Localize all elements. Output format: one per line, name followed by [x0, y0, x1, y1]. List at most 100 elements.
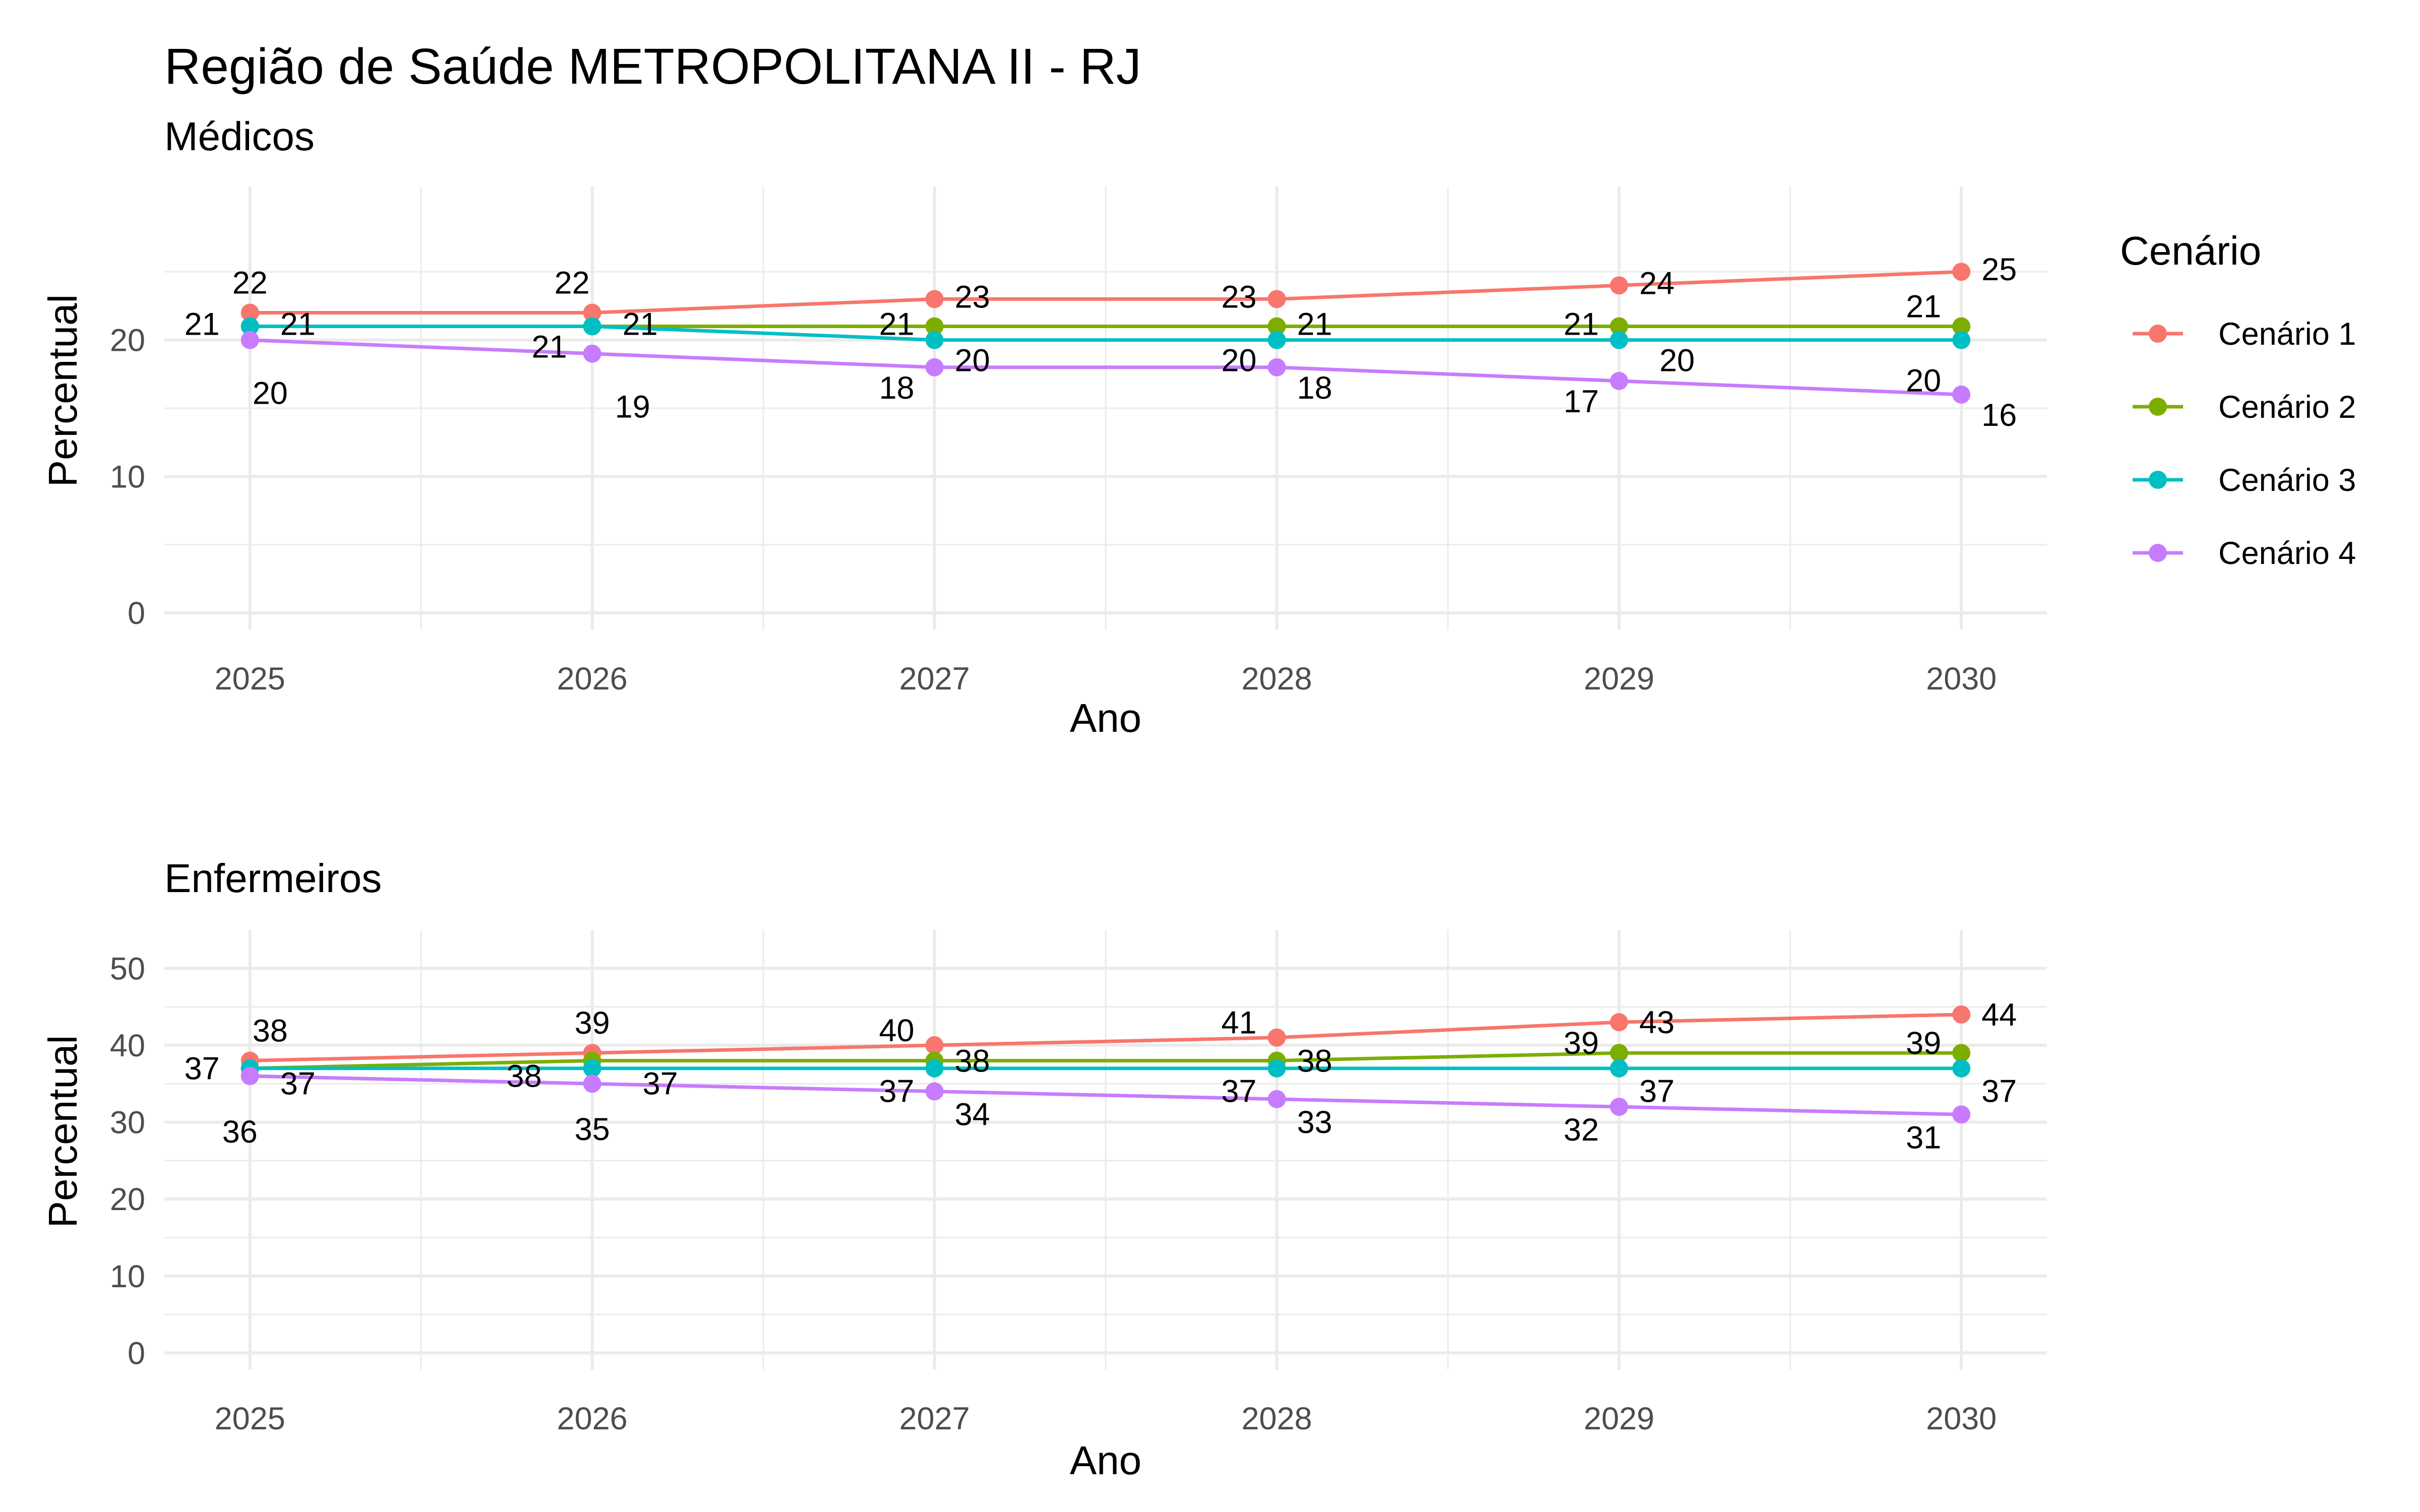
data-label: 21	[623, 307, 658, 342]
data-label: 37	[280, 1066, 316, 1102]
data-point	[1267, 1090, 1286, 1108]
data-label: 37	[643, 1066, 678, 1102]
x-tick-label: 2030	[1926, 1401, 1996, 1436]
legend: Cenário Cenário 1 Cenário 2 Cenário 3 Cenár…	[2120, 228, 2356, 571]
data-point	[1610, 371, 1628, 390]
data-labels: 22 22 23 23 24 25 21 21 21 21 21 21 21 21 20 20 20 20 20 19…	[185, 252, 2017, 433]
data-label: 18	[1297, 370, 1332, 406]
data-label: 21	[1906, 289, 1941, 325]
data-point	[925, 1059, 944, 1078]
data-label: 39	[1563, 1026, 1599, 1061]
legend-label: Cenário 1	[2218, 317, 2356, 352]
legend-key-point	[2149, 325, 2167, 343]
data-label: 24	[1639, 266, 1674, 301]
x-tick-label: 2025	[215, 1401, 285, 1436]
data-point	[240, 303, 259, 322]
x-axis-ticks: 2025 2026 2027 2028 2029 2030	[215, 661, 1997, 697]
data-label: 21	[1297, 307, 1332, 342]
grid	[164, 930, 2047, 1370]
data-point	[1267, 331, 1286, 349]
data-label: 41	[1221, 1005, 1256, 1041]
x-tick-label: 2027	[899, 661, 970, 697]
data-label: 19	[615, 390, 650, 425]
y-tick-label: 30	[110, 1105, 145, 1141]
data-label: 33	[1297, 1105, 1332, 1140]
panel-subtitle: Médicos	[164, 114, 315, 159]
data-label: 31	[1906, 1120, 1941, 1155]
x-tick-label: 2028	[1241, 1401, 1312, 1436]
data-point	[925, 1036, 944, 1054]
data-point	[1267, 1028, 1286, 1047]
data-label: 38	[507, 1058, 542, 1094]
y-tick-label: 20	[110, 1182, 145, 1217]
data-label: 44	[1981, 997, 2017, 1033]
data-point	[240, 331, 259, 349]
data-point	[1952, 263, 1971, 281]
data-label: 39	[575, 1005, 610, 1041]
data-label: 21	[185, 307, 220, 342]
data-point	[1952, 1005, 1971, 1024]
x-axis-title: Ano	[1070, 1438, 1141, 1483]
data-label: 37	[879, 1074, 914, 1109]
data-label: 39	[1906, 1026, 1941, 1061]
data-point	[583, 344, 601, 363]
data-point	[1610, 1098, 1628, 1116]
data-point	[1952, 385, 1971, 404]
x-tick-label: 2027	[899, 1401, 970, 1436]
series-line	[250, 338, 1962, 397]
data-point	[925, 290, 944, 308]
series-lines	[250, 1013, 1962, 1116]
data-label: 18	[879, 370, 914, 406]
x-tick-label: 2028	[1241, 661, 1312, 697]
x-tick-label: 2029	[1584, 1401, 1654, 1436]
legend-key-point	[2149, 544, 2167, 562]
data-point	[1610, 331, 1628, 349]
data-point	[583, 303, 601, 322]
x-tick-label: 2029	[1584, 661, 1654, 697]
data-point	[1267, 358, 1286, 376]
data-point	[240, 317, 259, 336]
x-tick-label: 2026	[557, 1401, 628, 1436]
data-label: 37	[185, 1051, 220, 1087]
data-point	[1267, 317, 1286, 336]
data-point	[1610, 1044, 1628, 1062]
panel-subtitle: Enfermeiros	[164, 856, 382, 901]
data-label: 20	[1906, 363, 1941, 399]
y-tick-label: 0	[128, 596, 145, 631]
y-tick-label: 40	[110, 1028, 145, 1063]
data-label: 25	[1981, 252, 2017, 287]
y-tick-label: 20	[110, 323, 145, 358]
data-point	[925, 1082, 944, 1101]
legend-label: Cenário 3	[2218, 463, 2356, 498]
legend-title: Cenário	[2120, 228, 2261, 273]
data-label: 22	[555, 265, 590, 300]
data-label: 21	[532, 330, 567, 365]
y-axis-ticks: 0 10 20 30 40 50	[110, 951, 145, 1371]
data-label: 37	[1981, 1074, 2017, 1109]
data-point	[1610, 1059, 1628, 1078]
series-line	[250, 1013, 1962, 1062]
data-label: 37	[1221, 1074, 1256, 1109]
y-tick-label: 50	[110, 951, 145, 986]
data-point	[1952, 331, 1971, 349]
data-label: 36	[222, 1114, 258, 1150]
legend-label: Cenário 2	[2218, 390, 2356, 425]
data-label: 20	[1221, 343, 1256, 379]
data-point	[240, 1066, 259, 1085]
data-label: 20	[955, 343, 990, 379]
data-point	[1952, 1044, 1971, 1062]
x-tick-label: 2026	[557, 661, 628, 697]
data-label: 20	[1659, 343, 1695, 379]
data-point	[925, 358, 944, 376]
y-tick-label: 10	[110, 459, 145, 494]
data-point	[1952, 1105, 1971, 1124]
data-point	[583, 1059, 601, 1078]
data-point	[925, 317, 944, 336]
series-line	[250, 270, 1962, 314]
y-axis-ticks: 0 10 20	[110, 323, 145, 632]
data-label: 21	[1563, 307, 1599, 342]
series-points	[240, 1005, 1971, 1124]
data-label: 38	[253, 1013, 288, 1048]
